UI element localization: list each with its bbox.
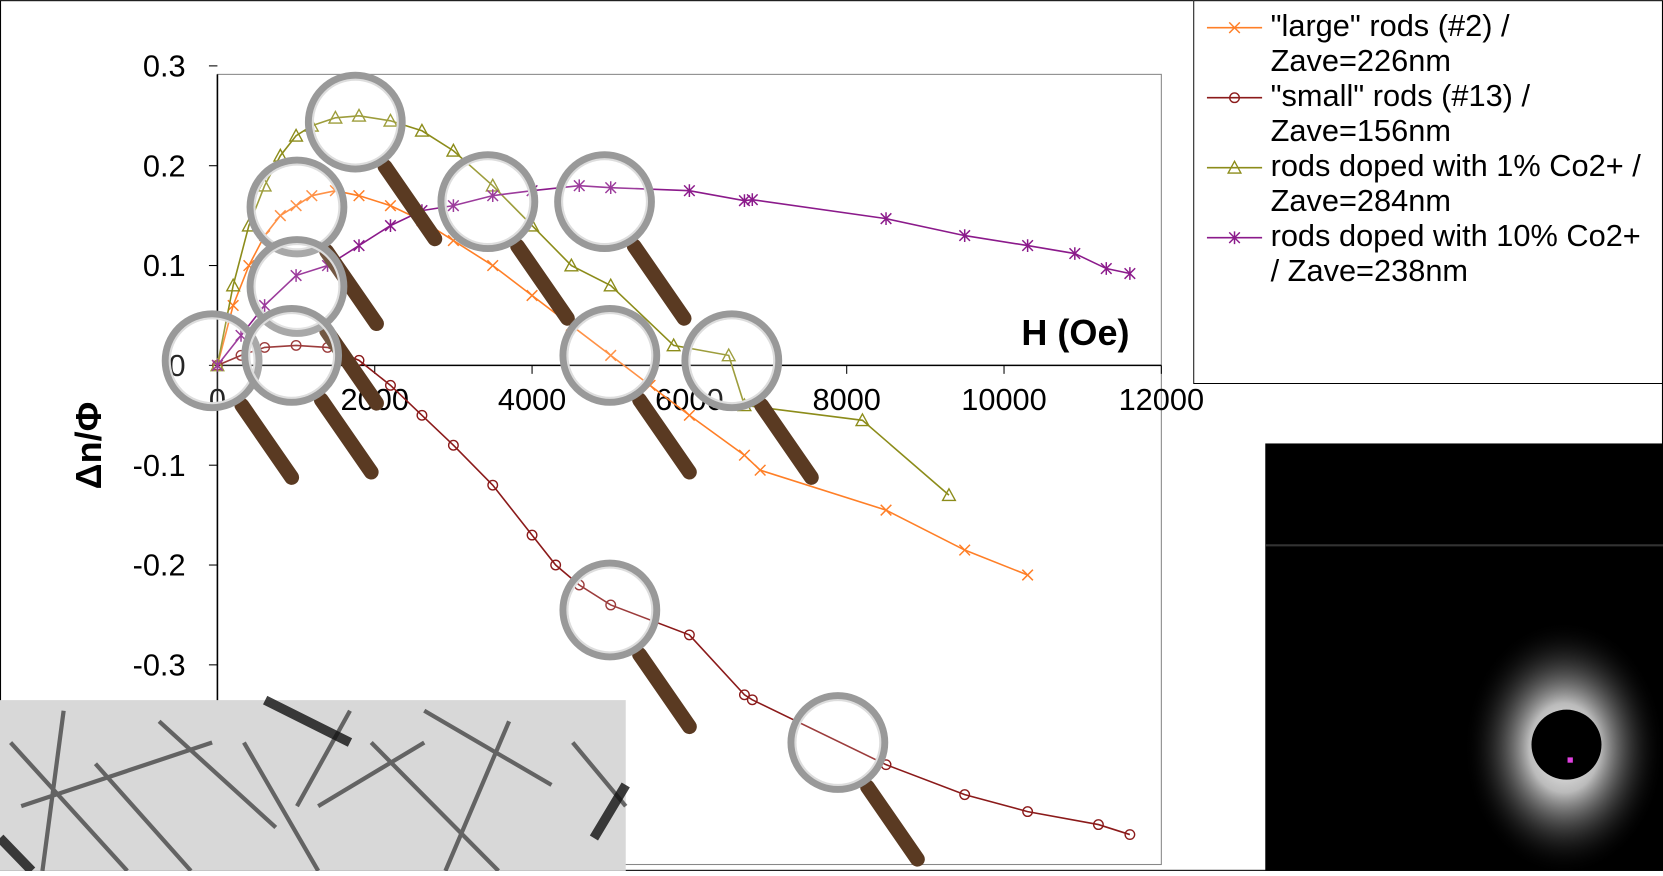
marker xyxy=(880,504,892,516)
plot: -0.3-0.2-0.100.10.20.3020004000600080001… xyxy=(133,48,1205,865)
legend-swatch xyxy=(1206,231,1263,245)
legend-entry: "small" rods (#13) / Zave=156nm xyxy=(1201,80,1658,150)
marker xyxy=(746,193,759,207)
legend-swatch xyxy=(1206,92,1263,104)
x-tick-label: 10000 xyxy=(961,382,1047,417)
marker xyxy=(486,259,499,272)
marker xyxy=(1100,262,1113,275)
y-tick-label: -0.2 xyxy=(133,548,186,583)
marker xyxy=(941,487,957,502)
marker xyxy=(746,694,758,706)
tem-image xyxy=(0,695,630,875)
legend-box: "large" rods (#2) / Zave=226nm "small" ro… xyxy=(1193,0,1663,385)
marker xyxy=(526,289,538,302)
marker xyxy=(1226,159,1243,174)
legend-entry: "large" rods (#2) / Zave=226nm xyxy=(1201,10,1658,80)
x-tick-label: 4000 xyxy=(498,382,566,417)
marker xyxy=(414,122,430,137)
legend: "large" rods (#2) / Zave=226nm"small" ro… xyxy=(1193,0,1663,385)
x-tick-label: 8000 xyxy=(812,382,880,417)
legend-entry: rods doped with 1% Co2+ / Zave=284nm xyxy=(1201,150,1658,220)
marker xyxy=(683,409,696,422)
marker xyxy=(384,199,397,212)
marker xyxy=(385,379,396,391)
marker xyxy=(445,142,461,157)
marker xyxy=(225,277,241,292)
y-tick-label: -0.3 xyxy=(133,647,186,682)
x-tick-label: 12000 xyxy=(1119,382,1205,417)
marker xyxy=(738,689,750,701)
y-tick-label: -0.1 xyxy=(133,448,186,483)
legend-label: "large" rods (#2) / Zave=226nm xyxy=(1270,9,1510,79)
y-tick-label: 0.1 xyxy=(143,248,186,283)
marker xyxy=(1124,829,1136,841)
legend-label: rods doped with 1% Co2+ / Zave=284nm xyxy=(1270,149,1641,219)
marker xyxy=(447,439,459,451)
diffraction-image xyxy=(1265,443,1663,876)
marker xyxy=(353,189,365,202)
legend-label: "small" rods (#13) / Zave=156nm xyxy=(1270,79,1531,149)
marker xyxy=(958,544,971,556)
marker xyxy=(1021,569,1034,581)
marker xyxy=(959,789,971,801)
marker xyxy=(683,184,696,198)
marker xyxy=(1021,239,1034,252)
x-axis-title: H (Oe) xyxy=(1021,312,1129,353)
marker xyxy=(384,219,397,232)
marker xyxy=(1228,231,1241,245)
legend-label: rods doped with 10% Co2+ / Zave=238nm xyxy=(1270,219,1641,289)
marker xyxy=(1092,819,1104,831)
legend-entry: rods doped with 10% Co2+ / Zave=238nm xyxy=(1201,220,1658,290)
marker xyxy=(550,559,562,571)
marker xyxy=(526,529,538,541)
marker xyxy=(1229,92,1240,104)
marker xyxy=(880,212,892,225)
marker xyxy=(563,257,579,272)
marker xyxy=(1068,247,1081,260)
y-tick-label: 0.2 xyxy=(143,148,186,183)
legend-swatch xyxy=(1206,21,1263,34)
marker xyxy=(738,449,751,462)
marker xyxy=(353,239,365,252)
marker xyxy=(958,229,971,242)
marker xyxy=(754,464,767,477)
marker xyxy=(683,629,695,641)
marker xyxy=(288,127,304,142)
y-tick-label: 0.3 xyxy=(143,48,186,83)
marker xyxy=(666,337,682,352)
marker xyxy=(1228,21,1241,34)
marker xyxy=(487,479,499,491)
y-axis-title: Δn/Φ xyxy=(68,402,109,490)
marker xyxy=(416,409,428,421)
marker xyxy=(603,277,619,292)
marker xyxy=(854,412,870,427)
marker xyxy=(1022,806,1034,818)
legend-swatch xyxy=(1206,159,1263,174)
marker xyxy=(1124,267,1136,280)
